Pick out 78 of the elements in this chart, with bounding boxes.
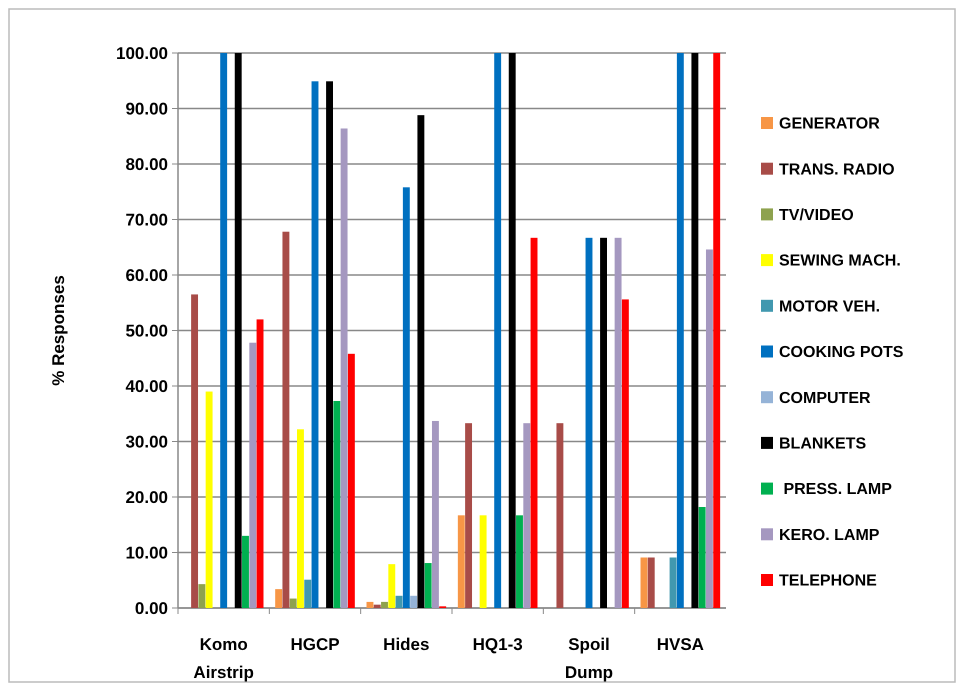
bar — [706, 249, 713, 608]
y-tick-label: 0.00 — [134, 598, 168, 618]
y-tick-label: 60.00 — [125, 266, 168, 285]
legend-label: KERO. LAMP — [779, 526, 880, 544]
bar — [494, 53, 502, 608]
legend-label: COOKING POTS — [779, 344, 904, 362]
bar — [340, 128, 348, 608]
legend-label: PRESS. LAMP — [779, 481, 892, 498]
x-tick-label: HGCP — [290, 635, 340, 654]
bar — [275, 589, 282, 608]
legend-label: TRANS. RADIO — [779, 161, 895, 178]
legend-label: COMPUTER — [779, 390, 871, 407]
bar — [508, 53, 516, 608]
bar — [713, 53, 720, 608]
bar — [282, 232, 290, 608]
bar — [388, 564, 396, 608]
legend-label: SEWING MACH. — [779, 252, 901, 270]
bar — [249, 342, 256, 608]
bar — [297, 429, 304, 608]
bar — [256, 319, 264, 608]
x-tick-label: HQ1-3 — [472, 635, 523, 654]
bar — [410, 596, 418, 608]
bar — [556, 423, 564, 608]
bar — [670, 557, 677, 608]
legend-label: TV/VIDEO — [779, 207, 854, 224]
y-tick-label: 20.00 — [125, 488, 168, 507]
bar — [622, 299, 629, 608]
legend-label: MOTOR VEH. — [779, 298, 880, 316]
bar — [206, 392, 213, 608]
y-tick-label: 80.00 — [125, 154, 168, 174]
bar — [374, 604, 381, 608]
bar — [516, 515, 523, 608]
bar — [614, 238, 622, 608]
legend-label: BLANKETS — [779, 436, 866, 452]
legend-label: TELEPHONE — [779, 572, 878, 590]
y-tick-label: 90.00 — [125, 99, 168, 118]
bar — [366, 602, 374, 608]
bar — [220, 53, 228, 608]
bar — [326, 81, 333, 608]
bar — [381, 602, 388, 608]
y-tick-label: 100.00 — [116, 44, 168, 63]
legend-label: GENERATOR — [779, 116, 880, 133]
bar — [417, 115, 424, 608]
bar — [530, 238, 538, 608]
bar — [523, 423, 530, 608]
y-tick-label: 30.00 — [125, 432, 168, 452]
bar — [312, 81, 318, 608]
bar — [234, 53, 242, 608]
bar — [586, 238, 592, 608]
bar — [458, 515, 465, 608]
y-tick-label: 10.00 — [125, 543, 168, 562]
bar — [465, 423, 472, 608]
bar — [402, 187, 410, 608]
bar — [600, 238, 607, 608]
bar — [640, 557, 648, 608]
bar — [348, 354, 355, 608]
y-tick-label: 40.00 — [125, 376, 168, 396]
y-tick-label: 70.00 — [125, 210, 168, 230]
bar — [290, 598, 297, 608]
x-tick-label: Spoil Dump — [564, 635, 614, 682]
x-tick-label: Komo Airstrip — [193, 635, 254, 682]
bar — [198, 584, 206, 608]
x-tick-label: Hides — [383, 635, 430, 654]
bar — [676, 53, 684, 608]
bar — [698, 506, 706, 608]
bar — [304, 580, 312, 608]
bar — [242, 536, 249, 608]
bar — [333, 400, 340, 608]
bar — [432, 420, 439, 608]
bar — [691, 53, 698, 608]
bar — [648, 557, 655, 608]
bar — [396, 596, 403, 608]
x-tick-label: HVSA — [656, 635, 704, 654]
y-axis-title: % Responses — [49, 275, 68, 386]
bar — [480, 515, 487, 608]
y-tick-label: 50.00 — [125, 321, 168, 340]
bar — [424, 563, 432, 608]
bar — [191, 294, 198, 608]
